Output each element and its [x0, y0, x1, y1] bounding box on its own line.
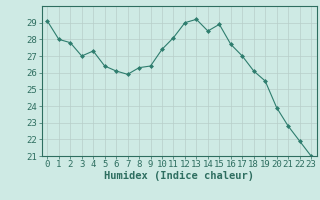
X-axis label: Humidex (Indice chaleur): Humidex (Indice chaleur): [104, 171, 254, 181]
